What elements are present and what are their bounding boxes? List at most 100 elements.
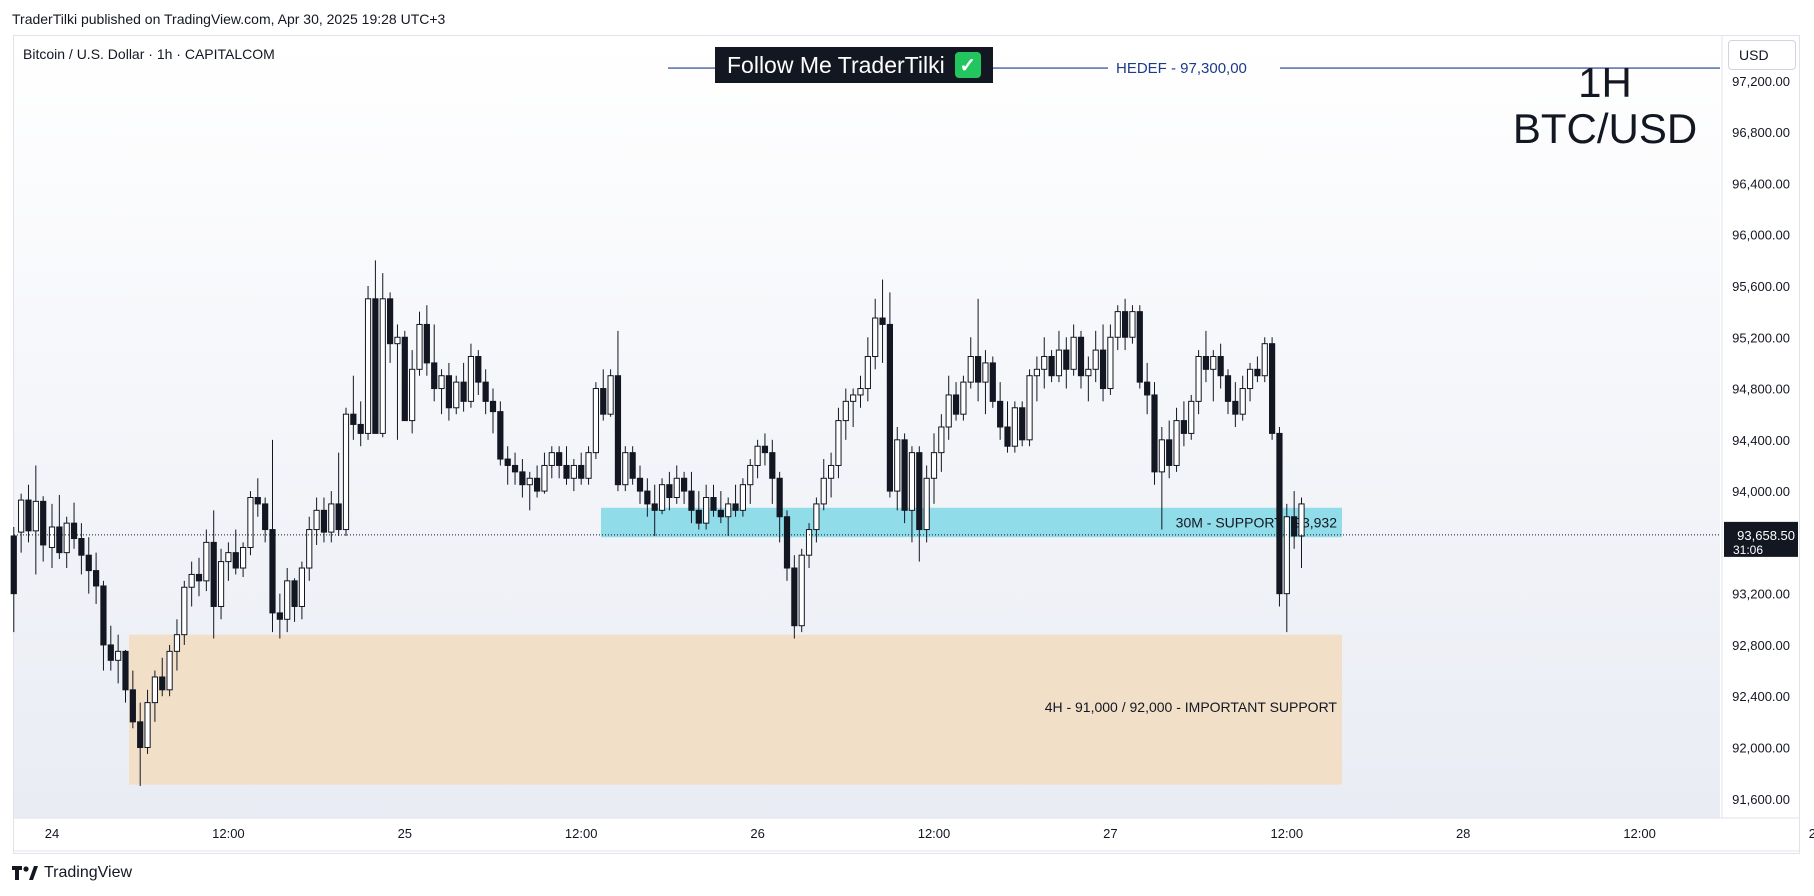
candle-body (872, 317, 879, 357)
candle-body (460, 381, 467, 402)
candle-body (144, 702, 151, 748)
candle-body (1180, 420, 1188, 434)
chart-frame[interactable] (13, 35, 1800, 854)
candle-body (828, 464, 835, 479)
candle-body (431, 362, 438, 390)
candle-body (335, 503, 342, 531)
candle-body (975, 355, 982, 383)
candle-body (997, 400, 1004, 428)
candle-body (151, 676, 159, 704)
last-price-tag (1724, 521, 1798, 557)
y-tick-label: 91,600.00 (1732, 792, 1790, 807)
candle-body (1210, 355, 1217, 370)
x-tick-label: 12:00 (1623, 826, 1656, 841)
candle-body (842, 400, 849, 422)
candle-body (1004, 426, 1011, 447)
candle-body (886, 323, 893, 492)
candle-body (328, 503, 335, 533)
candle-body (181, 586, 188, 636)
candle-body (747, 464, 754, 486)
y-tick-label: 92,000.00 (1732, 740, 1790, 755)
candle-body (173, 634, 181, 652)
candle-body (1011, 407, 1018, 447)
candle-body (93, 570, 100, 587)
candle-body (115, 650, 122, 661)
candle-body (85, 554, 92, 572)
candle-body (1033, 368, 1041, 377)
candle-body (1092, 349, 1099, 370)
candle-body (350, 413, 357, 425)
candle-body (548, 452, 555, 466)
candle-body (25, 499, 32, 532)
candle-body (916, 452, 923, 531)
candle-body (409, 368, 416, 422)
candle-body (769, 452, 776, 479)
candle-body (666, 484, 673, 499)
candle-body (835, 420, 842, 466)
follow-text: Follow Me TraderTilki (727, 51, 945, 78)
candle-body (717, 509, 724, 518)
candle-body (673, 477, 680, 499)
candle-body (166, 650, 173, 691)
candle-body (754, 445, 761, 466)
candle-body (1254, 368, 1261, 377)
candle-body (556, 452, 563, 466)
candle-body (695, 509, 702, 524)
follow-badge: Follow Me TraderTilki ✓ (715, 47, 993, 83)
candle-body (1099, 349, 1107, 390)
candle-body (1276, 432, 1283, 595)
candle-body (1202, 355, 1210, 370)
candle-body (504, 458, 511, 466)
candle-body (614, 375, 622, 486)
candle-body (783, 516, 791, 569)
candle-body (210, 541, 217, 607)
candle-body (18, 499, 25, 533)
candle-body (534, 477, 541, 492)
candle-body (739, 484, 746, 511)
candle-body (482, 381, 489, 402)
candle-body (1026, 375, 1033, 441)
candle-body (269, 529, 276, 614)
candle-body (644, 490, 651, 505)
candle-body (930, 452, 938, 479)
candle-body (364, 298, 372, 434)
x-tick-label: 25 (398, 826, 412, 841)
currency-button[interactable]: USD (1728, 40, 1796, 70)
candle-body (938, 426, 945, 454)
candle-body (511, 464, 519, 473)
timeframe-line2: BTC/USD (1512, 105, 1698, 152)
candle-body (1246, 368, 1254, 390)
candle-body (298, 567, 305, 607)
candle-body (1048, 355, 1055, 377)
symbol-title[interactable]: Bitcoin / U.S. Dollar · 1h · CAPITALCOM (23, 46, 275, 62)
candle-body (791, 567, 798, 627)
check-icon: ✓ (954, 52, 981, 78)
x-tick-label: 12:00 (565, 826, 598, 841)
candle-body (1239, 388, 1246, 415)
publisher-line: TraderTilki published on TradingView.com… (12, 11, 446, 27)
candle-body (600, 388, 607, 415)
y-tick-label: 97,200.00 (1732, 74, 1790, 89)
candle-body (776, 477, 783, 518)
candle-body (416, 323, 423, 370)
candle-body (960, 381, 967, 415)
candle-body (1291, 516, 1298, 537)
candle-body (519, 471, 526, 486)
tradingview-brand[interactable]: TradingView (12, 864, 132, 882)
candle-body (467, 355, 475, 402)
candle-body (342, 413, 350, 531)
candle-body (254, 497, 261, 505)
candle-body (570, 464, 577, 479)
candle-body (850, 394, 857, 402)
candle-body (622, 452, 629, 486)
candle-body (658, 484, 666, 511)
candle-body (195, 573, 203, 582)
candle-body (225, 552, 232, 563)
candle-body (1173, 420, 1180, 466)
candle-body (203, 541, 210, 582)
candle-body (563, 464, 570, 479)
candle-body (240, 547, 247, 569)
candle-body (475, 355, 482, 383)
candle-body (100, 585, 107, 646)
